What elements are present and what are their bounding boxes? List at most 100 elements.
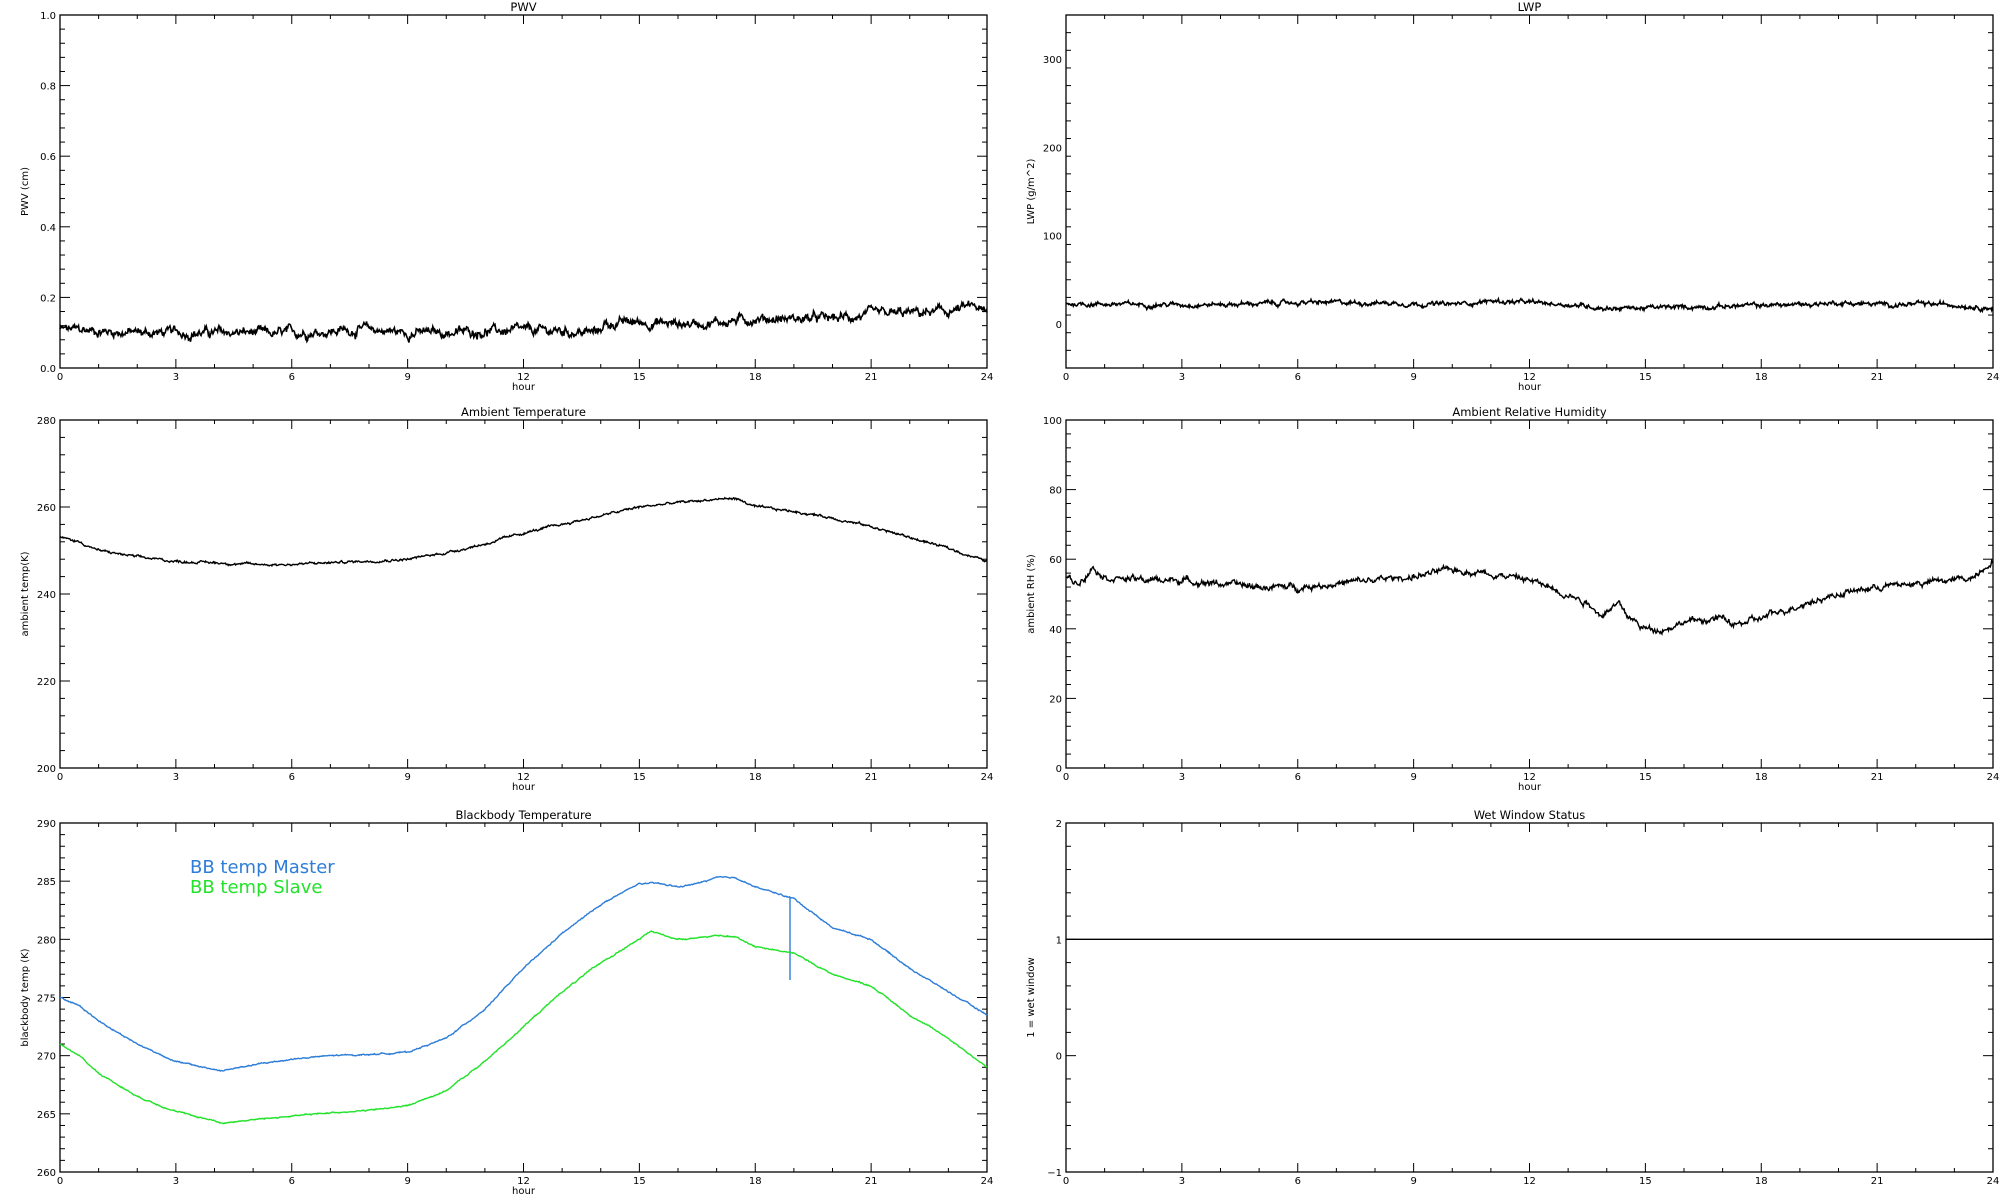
x-tick-label: 21 [1871, 1176, 1884, 1187]
y-tick-label: 260 [37, 1168, 56, 1179]
series-line [59, 299, 988, 344]
y-tick-label: 270 [37, 1052, 56, 1063]
y-tick-label: 100 [1043, 232, 1062, 243]
x-tick-label: 12 [517, 1176, 530, 1187]
chart-ambient_temp: Ambient Temperature 0 3 6 9 12 15 18 21 24 200 220 2… [20, 405, 993, 793]
y-tick-label: 0.0 [40, 364, 56, 375]
chart-bb_temp: Blackbody Temperature 0 3 6 9 12 15 18 21 24 260 26… [20, 808, 993, 1197]
x-tick-label: 6 [1295, 372, 1301, 383]
x-tick-label: 12 [517, 372, 530, 383]
x-tick-label: 12 [1523, 1176, 1536, 1187]
y-tick-label: 240 [37, 590, 56, 601]
x-tick-label: 18 [1755, 772, 1768, 783]
series-line [59, 930, 988, 1125]
chart-title: PWV [510, 0, 536, 14]
y-tick-label: 200 [37, 764, 56, 775]
x-tick-label: 0 [1063, 1176, 1069, 1187]
plot-frame [1065, 419, 1994, 769]
x-tick-label: 24 [981, 772, 994, 783]
y-tick-label: 40 [1049, 625, 1062, 636]
x-tick-label: 3 [1179, 1176, 1185, 1187]
x-tick-label: 24 [1987, 772, 2000, 783]
x-tick-label: 15 [633, 372, 646, 383]
y-tick-label: 300 [1043, 55, 1062, 66]
y-tick-label: 0 [1056, 764, 1062, 775]
y-tick-label: 0 [1056, 320, 1062, 331]
x-tick-label: 15 [1639, 372, 1652, 383]
y-axis-label: PWV (cm) [20, 167, 31, 216]
chart-title: Ambient Temperature [461, 405, 586, 419]
x-tick-label: 6 [289, 772, 295, 783]
y-tick-label: 2 [1056, 819, 1062, 830]
x-axis-label: hour [512, 782, 536, 793]
x-tick-label: 6 [1295, 772, 1301, 783]
legend-entry: BB temp Master [190, 857, 335, 878]
x-tick-label: 24 [981, 372, 994, 383]
y-tick-label: 265 [37, 1110, 56, 1121]
x-tick-label: 3 [173, 772, 179, 783]
x-tick-label: 12 [1523, 772, 1536, 783]
y-tick-label: 80 [1049, 486, 1062, 497]
x-axis-label: hour [1518, 782, 1542, 793]
y-tick-label: −1 [1047, 1168, 1062, 1179]
chart-title: Ambient Relative Humidity [1452, 405, 1606, 419]
x-tick-label: 6 [289, 1176, 295, 1187]
x-tick-label: 3 [173, 372, 179, 383]
x-tick-label: 21 [1871, 772, 1884, 783]
chart-pwv: PWV 0 3 6 9 12 15 18 21 24 0.0 0.2 0.4 0.6 0.8 1.0 hour P… [20, 0, 993, 393]
plot-frame [1065, 822, 1994, 1173]
chart-title: Wet Window Status [1474, 808, 1586, 822]
x-tick-label: 0 [57, 772, 63, 783]
legend-entry: BB temp Slave [190, 877, 322, 898]
x-tick-label: 18 [1755, 1176, 1768, 1187]
chart-title: LWP [1518, 0, 1542, 14]
x-tick-label: 0 [57, 1176, 63, 1187]
x-tick-label: 21 [865, 772, 878, 783]
y-tick-label: 285 [37, 877, 56, 888]
plot-frame [1065, 14, 1994, 369]
series-line [59, 875, 988, 1072]
x-tick-label: 0 [57, 372, 63, 383]
x-tick-label: 9 [404, 1176, 410, 1187]
x-tick-label: 24 [1987, 1176, 2000, 1187]
y-tick-label: 275 [37, 994, 56, 1005]
y-tick-label: 0.8 [40, 82, 56, 93]
chart-title: Blackbody Temperature [455, 808, 591, 822]
x-tick-label: 9 [1410, 1176, 1416, 1187]
x-tick-label: 0 [1063, 772, 1069, 783]
series-line [1065, 558, 1994, 636]
x-tick-label: 12 [1523, 372, 1536, 383]
y-tick-label: 260 [37, 503, 56, 514]
x-tick-label: 6 [289, 372, 295, 383]
y-tick-label: 0 [1056, 1052, 1062, 1063]
x-tick-label: 18 [749, 1176, 762, 1187]
y-tick-label: 1 [1056, 935, 1062, 946]
y-tick-label: 0.6 [40, 152, 56, 163]
y-tick-label: 60 [1049, 555, 1062, 566]
y-tick-label: 0.2 [40, 293, 56, 304]
y-axis-label: blackbody temp (K) [20, 948, 31, 1046]
x-tick-label: 15 [633, 772, 646, 783]
x-tick-label: 6 [1295, 1176, 1301, 1187]
x-tick-label: 3 [173, 1176, 179, 1187]
x-tick-label: 21 [1871, 372, 1884, 383]
x-tick-label: 9 [1410, 772, 1416, 783]
y-tick-label: 200 [1043, 143, 1062, 154]
x-tick-label: 3 [1179, 372, 1185, 383]
y-tick-label: 20 [1049, 694, 1062, 705]
series-line [1065, 296, 1994, 314]
x-tick-label: 18 [749, 372, 762, 383]
x-tick-label: 18 [1755, 372, 1768, 383]
y-axis-label: 1 = wet window [1026, 957, 1037, 1037]
x-tick-label: 21 [865, 1176, 878, 1187]
chart-lwp: LWP 0 3 6 9 12 15 18 21 24 0 100 200 300 hour LWP (g/m^… [1026, 0, 1999, 393]
y-tick-label: 0.4 [40, 223, 56, 234]
y-axis-label: ambient RH (%) [1026, 554, 1037, 634]
y-tick-label: 100 [1043, 416, 1062, 427]
x-tick-label: 9 [404, 372, 410, 383]
x-tick-label: 15 [633, 1176, 646, 1187]
y-tick-label: 280 [37, 416, 56, 427]
